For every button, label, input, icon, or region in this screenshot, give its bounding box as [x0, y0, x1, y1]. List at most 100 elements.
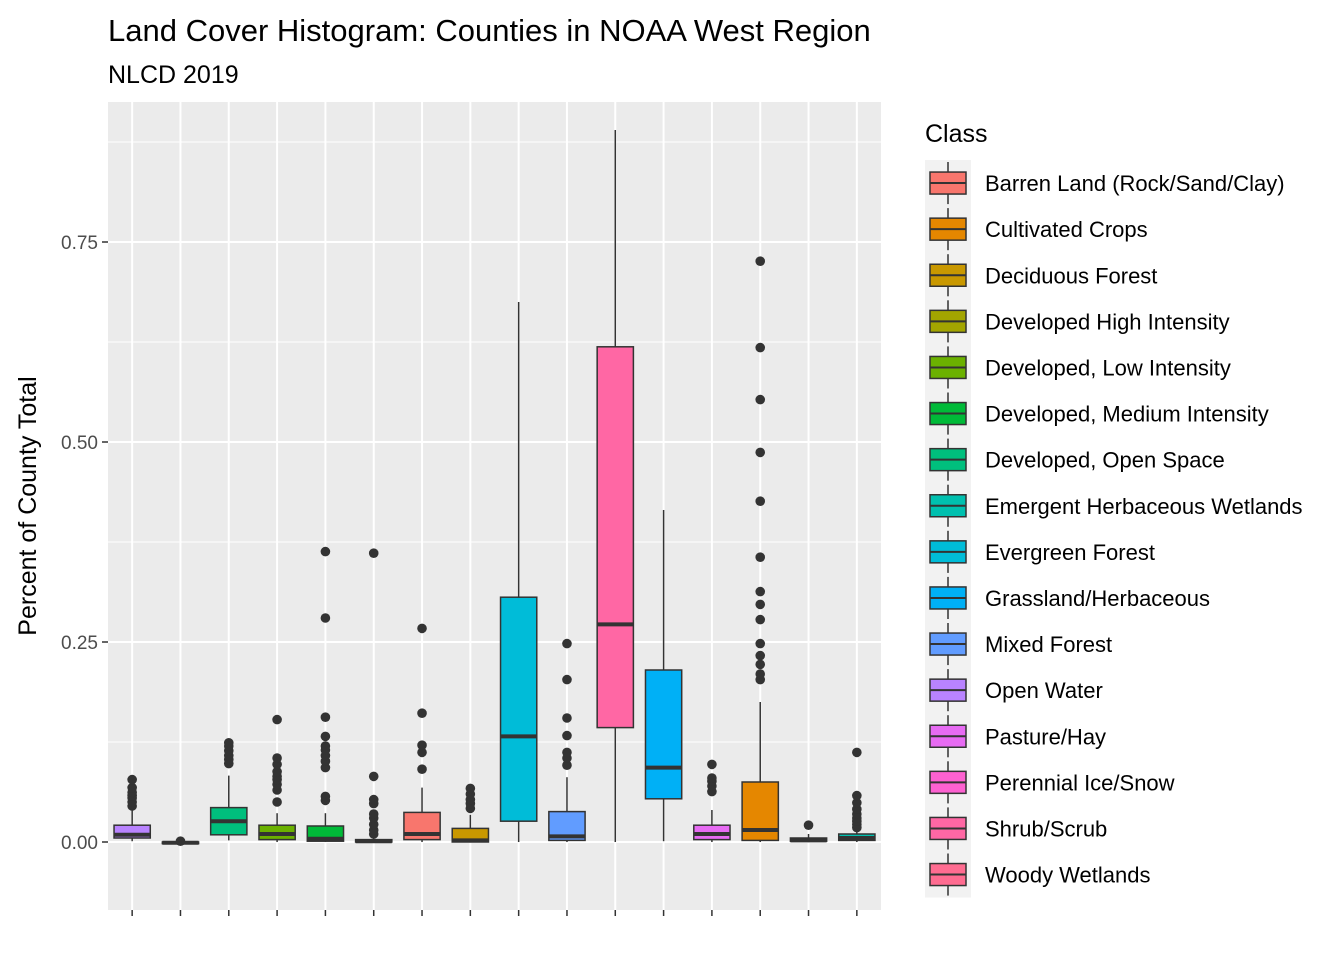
box-pasture-hay [693, 759, 731, 842]
outlier-point [417, 708, 427, 718]
outlier-point [272, 766, 282, 777]
outlier-point [707, 759, 717, 770]
outlier-point [755, 256, 766, 267]
legend-label: Mixed Forest [985, 632, 1112, 657]
chart-subtitle: NLCD 2019 [108, 61, 239, 89]
outlier-point [320, 741, 331, 751]
outlier-point [852, 747, 862, 758]
legend-label: Developed, Medium Intensity [985, 402, 1269, 427]
chart-title: Land Cover Histogram: Counties in NOAA W… [108, 13, 871, 48]
box-series [113, 130, 876, 846]
legend-label: Woody Wetlands [985, 863, 1151, 888]
box-developed-high-intensity [354, 548, 393, 844]
y-tick-label: 0.50 [61, 433, 98, 454]
outlier-point [562, 674, 572, 685]
box-emergent-herbaceous-wetlands [837, 747, 876, 842]
box-woody-wetlands [789, 820, 828, 843]
outlier-point [803, 820, 814, 830]
outlier-point [272, 753, 282, 763]
box-iqr [644, 669, 683, 800]
box-iqr [596, 346, 635, 729]
y-tick-label: 0.25 [61, 633, 98, 654]
outlier-point [368, 771, 379, 782]
outlier-point [755, 342, 766, 353]
outlier-point [852, 790, 862, 801]
legend-label: Open Water [985, 678, 1103, 703]
box-mixed-forest [548, 638, 586, 842]
outlier-point [755, 496, 766, 507]
outlier-point [562, 713, 572, 723]
minor-gridlines [108, 141, 881, 743]
outlier-point [320, 712, 331, 722]
box-developed-open-space [209, 738, 248, 841]
y-tick-label: 0.75 [61, 233, 98, 254]
outlier-point [417, 747, 427, 758]
box-open-water [113, 774, 152, 842]
legend-items: Barren Land (Rock/Sand/Clay) Cultivated C… [925, 160, 1303, 898]
y-axis: 0.00 0.25 0.50 0.75 [61, 233, 858, 916]
outlier-point [368, 794, 379, 805]
outlier-point [755, 614, 766, 625]
outlier-point [417, 764, 427, 774]
outlier-point [417, 623, 427, 634]
outlier-point [465, 783, 476, 794]
legend-item: Grassland/Herbaceous [929, 576, 1210, 619]
legend-item: Cultivated Crops [929, 208, 1148, 251]
legend-title: Class [925, 120, 988, 148]
outlier-point [562, 760, 572, 770]
legend-label: Pasture/Hay [985, 724, 1106, 749]
box-grassland-herbaceous [644, 510, 683, 842]
outlier-point [272, 714, 282, 725]
outlier-point [755, 586, 766, 597]
outlier-point [707, 773, 717, 783]
outlier-point [755, 669, 766, 679]
box-developed-low-intensity [258, 714, 296, 842]
legend-item: Shrub/Scrub [929, 807, 1107, 850]
legend-item: Emergent Herbaceous Wetlands [929, 484, 1303, 527]
legend-item: Developed, Medium Intensity [929, 392, 1269, 435]
outlier-point [417, 740, 427, 750]
legend-item: Open Water [929, 669, 1103, 712]
y-tick-label: 0.00 [61, 833, 98, 854]
outlier-point [755, 638, 766, 649]
box-shrub-scrub [596, 130, 635, 842]
legend-label: Emergent Herbaceous Wetlands [985, 494, 1303, 519]
legend-label: Grassland/Herbaceous [985, 586, 1210, 611]
legend-label: Perennial Ice/Snow [985, 770, 1175, 795]
box-evergreen-forest [499, 302, 538, 842]
outlier-point [755, 659, 766, 670]
legend-label: Cultivated Crops [985, 217, 1148, 242]
legend-label: Developed High Intensity [985, 309, 1230, 334]
outlier-point [175, 836, 186, 846]
legend-label: Deciduous Forest [985, 263, 1157, 288]
outlier-point [755, 394, 766, 405]
box-barren-land-rock-sand-clay- [403, 623, 441, 842]
outlier-point [320, 546, 331, 557]
legend-label: Developed, Open Space [985, 448, 1225, 473]
box-iqr [499, 596, 538, 822]
legend-item: Developed, Open Space [929, 438, 1225, 481]
legend-label: Barren Land (Rock/Sand/Clay) [985, 171, 1285, 196]
box-deciduous-forest [451, 783, 490, 843]
legend-item: Pasture/Hay [929, 715, 1106, 758]
legend-item: Developed High Intensity [929, 300, 1230, 343]
legend-item: Perennial Ice/Snow [929, 761, 1175, 804]
outlier-point [127, 782, 137, 793]
outlier-point [320, 791, 331, 802]
outlier-point [755, 599, 766, 610]
y-axis-title: Percent of County Total [14, 376, 42, 635]
box-perennial-ice-snow [161, 836, 200, 846]
outlier-point [368, 548, 379, 558]
outlier-point [272, 797, 282, 807]
legend-label: Evergreen Forest [985, 540, 1155, 565]
plot-panel-background [108, 102, 881, 910]
legend-item: Deciduous Forest [929, 254, 1157, 297]
outlier-point [562, 730, 572, 741]
legend-item: Woody Wetlands [929, 853, 1151, 896]
outlier-point [562, 747, 572, 758]
outlier-point [368, 809, 379, 819]
outlier-point [320, 731, 331, 742]
outlier-point [755, 552, 766, 562]
outlier-point [223, 738, 234, 748]
